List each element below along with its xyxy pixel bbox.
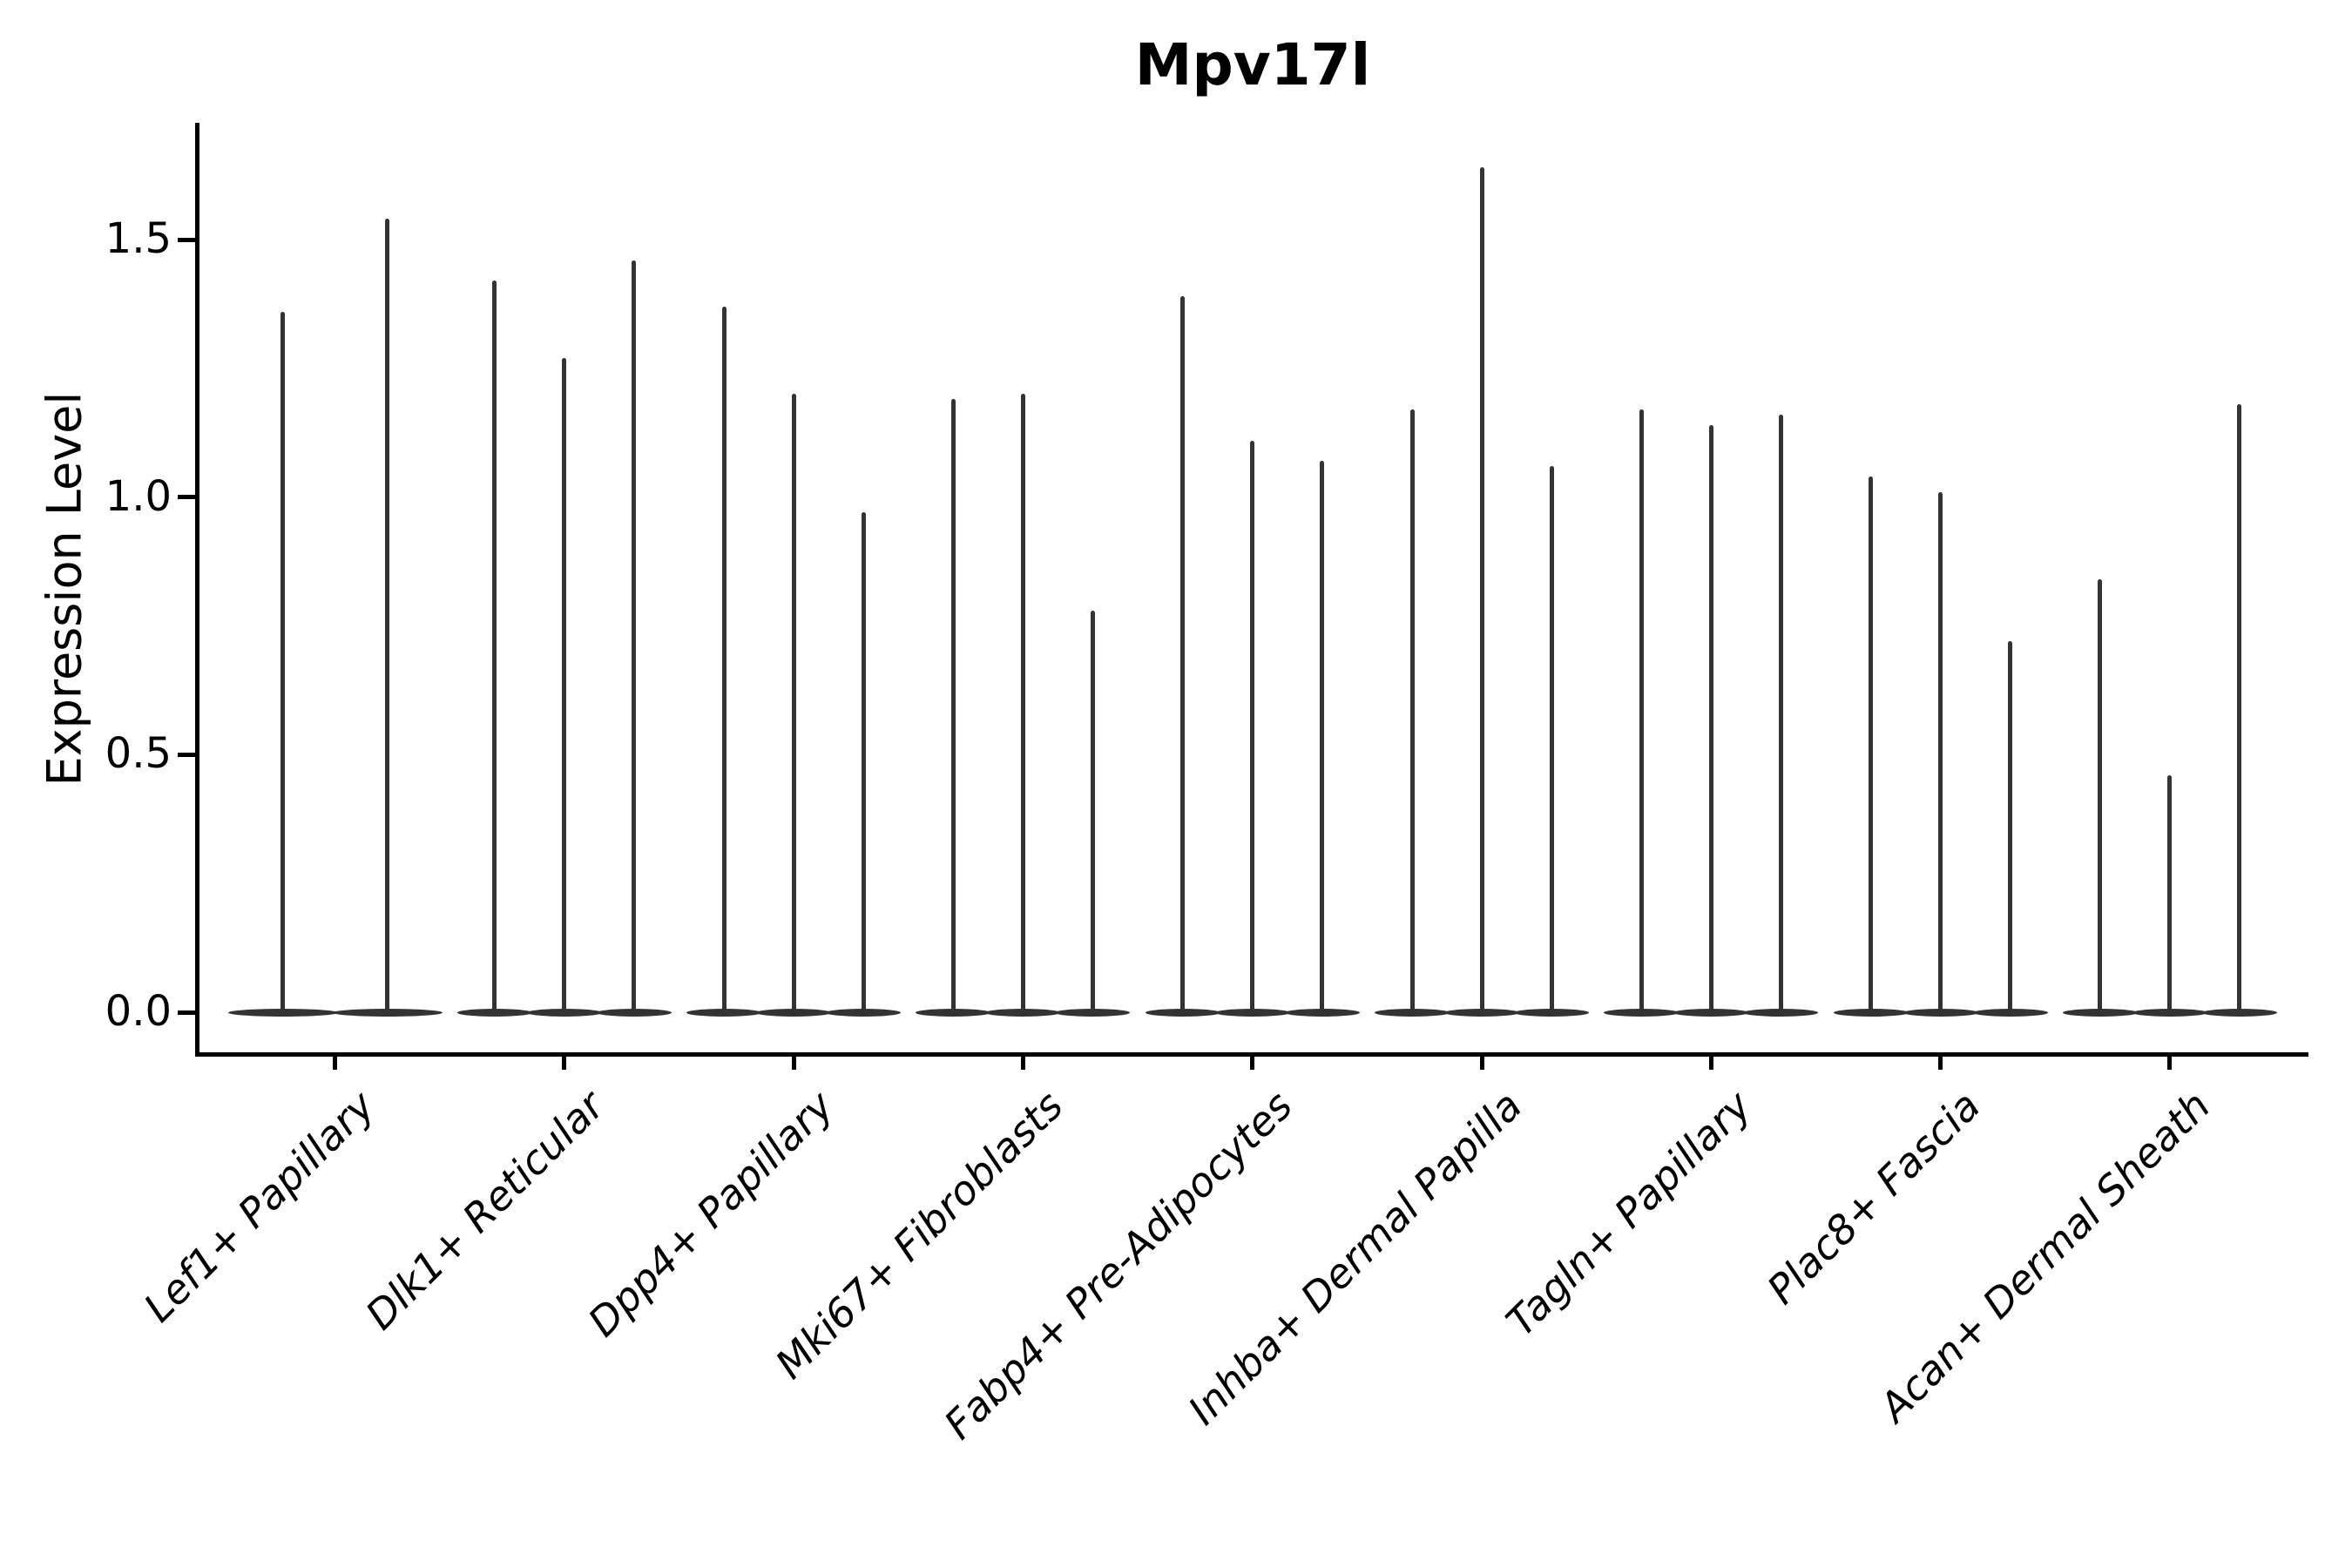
x-tick [1020, 1054, 1025, 1070]
violin-spike [2237, 404, 2242, 1015]
y-axis-spine [194, 123, 199, 1057]
violin-spike [2167, 775, 2173, 1015]
x-tick-label: Dlk1+ Reticular [356, 1082, 613, 1339]
violin-spike [1778, 415, 1783, 1015]
violin-spike [1090, 610, 1095, 1015]
violin-spike [1869, 476, 1874, 1015]
violin-spike [492, 280, 497, 1015]
violin-spike [1409, 409, 1415, 1015]
x-tick [2167, 1054, 2173, 1070]
y-tick [177, 237, 195, 242]
violin-spike [1020, 394, 1025, 1015]
violin-spike [1250, 440, 1255, 1015]
x-tick-label: Lef1+ Papillary [134, 1082, 384, 1331]
x-tick [1938, 1054, 1943, 1070]
violin-spike [1180, 296, 1186, 1015]
y-tick [177, 495, 195, 500]
violin-spike [791, 394, 796, 1015]
y-tick-label: 0.0 [105, 987, 172, 1036]
violin-spike [721, 306, 727, 1015]
violin-spike [1938, 491, 1943, 1015]
violin-spike [632, 260, 637, 1015]
y-tick-label: 0.5 [105, 729, 172, 779]
violin-spike [385, 219, 389, 1015]
violin-spike [950, 399, 956, 1015]
y-tick [177, 752, 195, 757]
violin-spike [1708, 424, 1713, 1015]
plot-title: Mpv17l [1134, 31, 1371, 98]
y-tick-label: 1.5 [105, 214, 172, 264]
y-tick-label: 1.0 [105, 471, 172, 521]
y-tick [177, 1010, 195, 1015]
violin-spike [562, 358, 567, 1015]
y-axis-label: Expression Level [37, 391, 92, 787]
x-tick [1479, 1054, 1484, 1070]
violin-spike [1639, 409, 1644, 1015]
violin-spike [280, 311, 285, 1015]
x-tick-label: Plac8+ Fascia [1758, 1082, 1990, 1314]
x-tick [1250, 1054, 1255, 1070]
violin-spike [1549, 466, 1554, 1015]
x-tick-label: Dpp4+ Papillary [578, 1082, 843, 1346]
x-tick [562, 1054, 567, 1070]
violin-spike [2098, 579, 2103, 1015]
violin-spike [2008, 641, 2013, 1015]
violin-spike [1479, 167, 1484, 1015]
violin-spike [1320, 461, 1325, 1015]
x-tick [791, 1054, 796, 1070]
violin-spike [861, 512, 866, 1015]
x-tick [1708, 1054, 1713, 1070]
x-tick-label: Tagln+ Papillary [1497, 1082, 1761, 1346]
x-tick [333, 1054, 337, 1070]
